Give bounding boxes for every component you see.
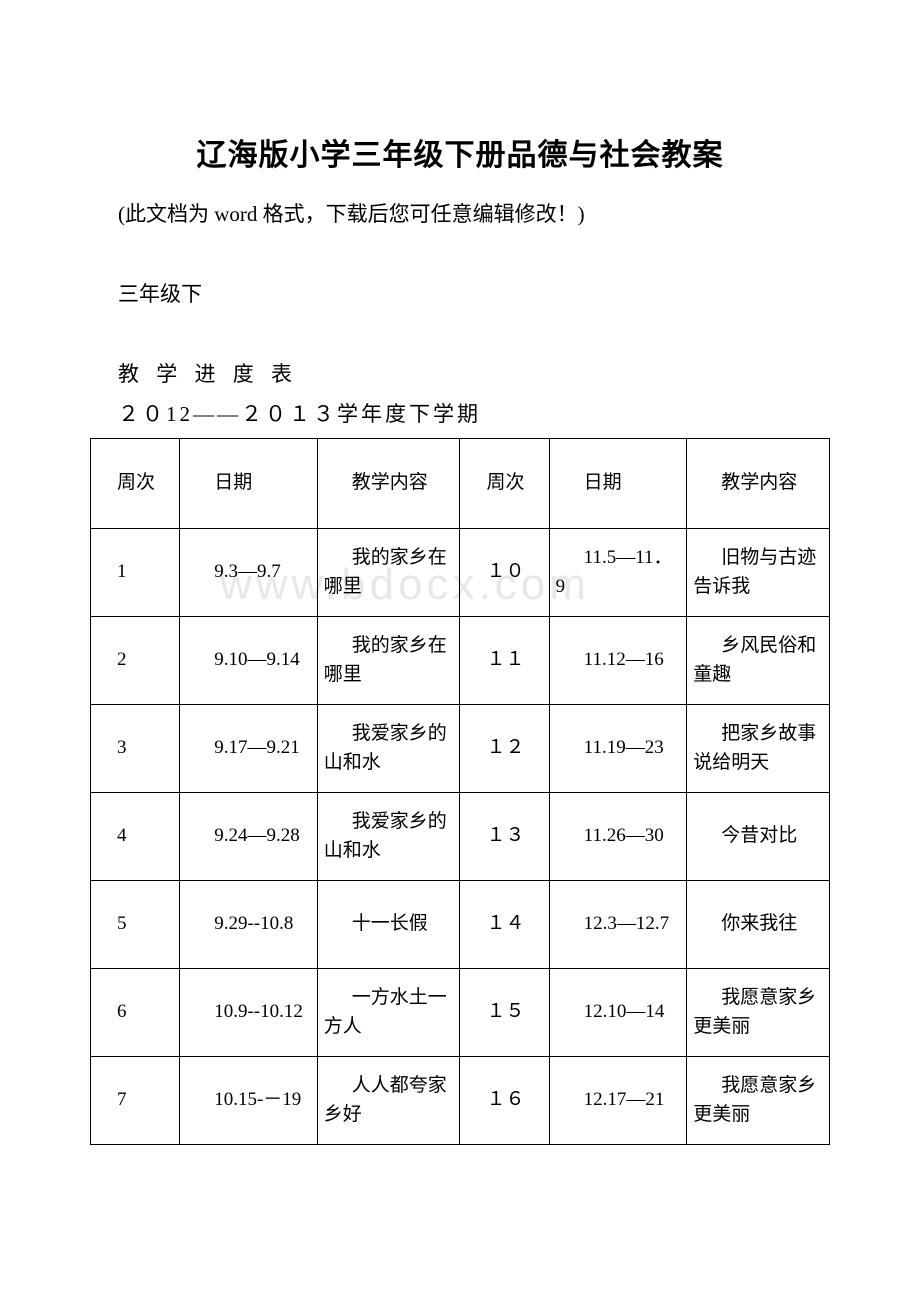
- cell-week: １１: [460, 617, 549, 705]
- cell-date: 9.17—9.21: [180, 705, 318, 793]
- cell-content: 我的家乡在哪里: [317, 617, 460, 705]
- cell-content: 把家乡故事说给明天: [687, 705, 830, 793]
- document-subtitle: (此文档为 word 格式，下载后您可任意编辑修改！): [90, 198, 830, 228]
- cell-week: １３: [460, 793, 549, 881]
- cell-content: 我爱家乡的山和水: [317, 705, 460, 793]
- header-content-1: 教学内容: [317, 439, 460, 529]
- table-row: 7 10.15-－19 人人都夸家乡好 １６ 12.17—21 我愿意家乡更美丽: [91, 1057, 830, 1145]
- cell-date: 12.17—21: [549, 1057, 687, 1145]
- table-header-row: 周次 日期 教学内容 周次 日期 教学内容: [91, 439, 830, 529]
- cell-week: １０: [460, 529, 549, 617]
- cell-content: 我爱家乡的山和水: [317, 793, 460, 881]
- document-title: 辽海版小学三年级下册品德与社会教案: [90, 130, 830, 174]
- cell-week: 4: [91, 793, 180, 881]
- cell-week: 3: [91, 705, 180, 793]
- cell-content: 人人都夸家乡好: [317, 1057, 460, 1145]
- cell-week: 2: [91, 617, 180, 705]
- cell-date: 11.5—11．9: [549, 529, 687, 617]
- header-content-2: 教学内容: [687, 439, 830, 529]
- header-date-1: 日期: [180, 439, 318, 529]
- cell-content: 乡风民俗和童趣: [687, 617, 830, 705]
- table-row: 1 9.3—9.7 我的家乡在哪里 １０ 11.5—11．9 旧物与古迹告诉我: [91, 529, 830, 617]
- schedule-table: 周次 日期 教学内容 周次 日期 教学内容 1 9.3—9.7 我的家乡在哪里 …: [90, 438, 830, 1145]
- cell-date: 12.10—14: [549, 969, 687, 1057]
- table-row: 4 9.24—9.28 我爱家乡的山和水 １３ 11.26—30 今昔对比: [91, 793, 830, 881]
- cell-week: 5: [91, 881, 180, 969]
- cell-date: 10.15-－19: [180, 1057, 318, 1145]
- section-header: 教 学 进 度 表: [90, 358, 830, 388]
- cell-date: 9.10—9.14: [180, 617, 318, 705]
- header-date-2: 日期: [549, 439, 687, 529]
- cell-week: 7: [91, 1057, 180, 1145]
- cell-content: 今昔对比: [687, 793, 830, 881]
- cell-date: 12.3—12.7: [549, 881, 687, 969]
- cell-date: 11.12—16: [549, 617, 687, 705]
- cell-week: 1: [91, 529, 180, 617]
- cell-content: 十一长假: [317, 881, 460, 969]
- cell-content: 一方水土一方人: [317, 969, 460, 1057]
- table-row: 3 9.17—9.21 我爱家乡的山和水 １２ 11.19—23 把家乡故事说给…: [91, 705, 830, 793]
- header-week-2: 周次: [460, 439, 549, 529]
- cell-week: 6: [91, 969, 180, 1057]
- cell-week: １５: [460, 969, 549, 1057]
- cell-date: 9.24—9.28: [180, 793, 318, 881]
- cell-week: １２: [460, 705, 549, 793]
- cell-date: 9.29--10.8: [180, 881, 318, 969]
- year-label: ２０12——２０１３学年度下学期: [90, 398, 830, 428]
- grade-label: 三年级下: [90, 278, 830, 308]
- cell-date: 10.9--10.12: [180, 969, 318, 1057]
- table-row: 5 9.29--10.8 十一长假 １４ 12.3—12.7 你来我往: [91, 881, 830, 969]
- cell-week: １４: [460, 881, 549, 969]
- cell-content: 旧物与古迹告诉我: [687, 529, 830, 617]
- cell-date: 11.19—23: [549, 705, 687, 793]
- cell-content: 我愿意家乡更美丽: [687, 1057, 830, 1145]
- cell-content: 我的家乡在哪里: [317, 529, 460, 617]
- cell-content: 我愿意家乡更美丽: [687, 969, 830, 1057]
- cell-content: 你来我往: [687, 881, 830, 969]
- cell-week: １６: [460, 1057, 549, 1145]
- header-week-1: 周次: [91, 439, 180, 529]
- table-row: 6 10.9--10.12 一方水土一方人 １５ 12.10—14 我愿意家乡更…: [91, 969, 830, 1057]
- cell-date: 11.26—30: [549, 793, 687, 881]
- cell-date: 9.3—9.7: [180, 529, 318, 617]
- table-row: 2 9.10—9.14 我的家乡在哪里 １１ 11.12—16 乡风民俗和童趣: [91, 617, 830, 705]
